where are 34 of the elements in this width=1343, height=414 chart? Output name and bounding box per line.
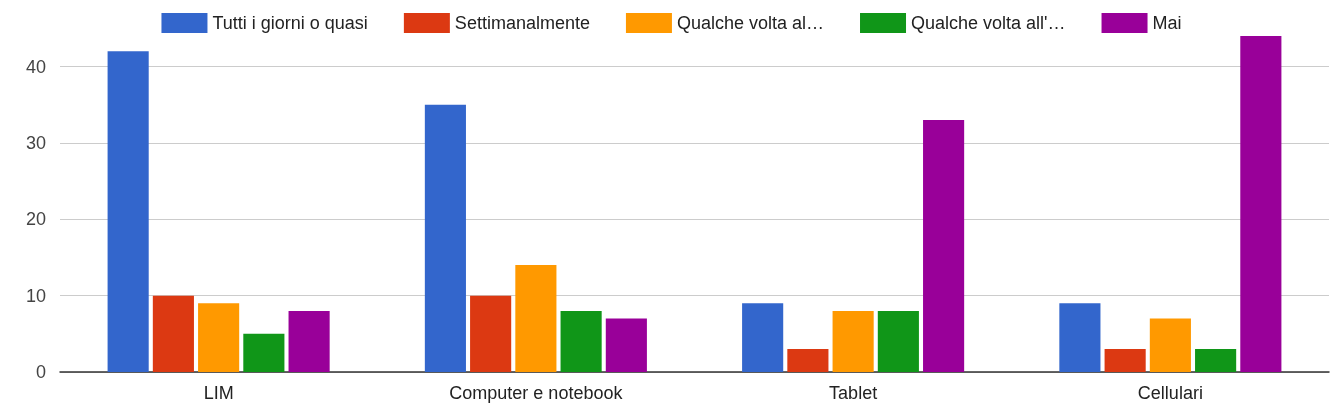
bar bbox=[877, 310, 919, 372]
legend-label: Settimanalmente bbox=[454, 13, 590, 33]
bar bbox=[470, 295, 512, 372]
bar bbox=[560, 310, 602, 372]
legend-label: Mai bbox=[1152, 13, 1182, 33]
bar bbox=[1059, 303, 1101, 372]
bar bbox=[832, 310, 874, 372]
bar bbox=[787, 349, 829, 372]
y-tick-label: 0 bbox=[35, 362, 46, 382]
bar bbox=[605, 318, 647, 372]
bar bbox=[1104, 349, 1146, 372]
y-tick-label: 10 bbox=[25, 285, 46, 306]
bar bbox=[424, 104, 466, 372]
bar bbox=[515, 265, 557, 372]
x-tick-label: Computer e notebook bbox=[449, 383, 624, 403]
legend-label: Qualche volta al… bbox=[676, 13, 825, 33]
bar bbox=[1195, 349, 1237, 372]
bar bbox=[198, 303, 240, 372]
y-tick-label: 30 bbox=[25, 132, 46, 153]
bar bbox=[152, 295, 194, 372]
bar bbox=[923, 120, 965, 372]
bar bbox=[1149, 318, 1191, 372]
y-tick-label: 40 bbox=[25, 56, 46, 77]
x-tick-label: Tablet bbox=[829, 383, 878, 403]
bar bbox=[742, 303, 784, 372]
bar bbox=[243, 333, 285, 372]
bar bbox=[107, 51, 149, 372]
x-tick-label: Cellulari bbox=[1137, 383, 1203, 403]
bar bbox=[288, 310, 330, 372]
bar bbox=[1240, 36, 1282, 372]
legend-label: Qualche volta all'… bbox=[911, 13, 1066, 33]
legend-label: Tutti i giorni o quasi bbox=[212, 13, 368, 33]
x-tick-label: LIM bbox=[203, 383, 234, 403]
y-tick-label: 20 bbox=[25, 209, 46, 230]
